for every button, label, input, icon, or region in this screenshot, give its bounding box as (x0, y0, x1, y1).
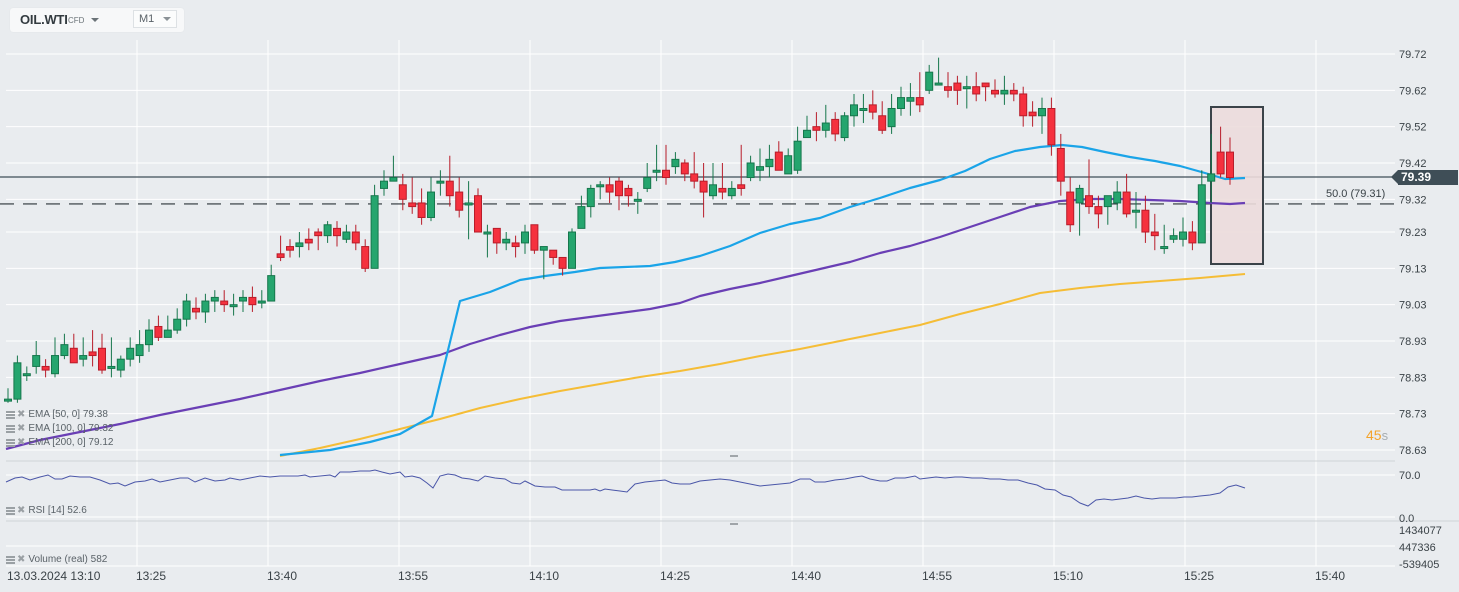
legend-ema200: ✖ EMA [200, 0] 79.12 (6, 437, 113, 448)
legend-volume-label: Volume (real) 582 (28, 554, 108, 566)
time-tick: 13:25 (136, 569, 166, 583)
rsi-line (5, 469, 1246, 507)
time-tick: 14:40 (791, 569, 821, 583)
symbol-selector[interactable]: OIL.WTI CFD M1 (10, 8, 184, 32)
time-tick: 13:40 (267, 569, 297, 583)
time-tick: 15:25 (1184, 569, 1214, 583)
time-tick: 13:55 (398, 569, 428, 583)
price-tick: 78.73 (1399, 409, 1427, 421)
highlight-box (1210, 106, 1264, 265)
timeframe-value: M1 (139, 13, 155, 25)
legend-volume: ✖ Volume (real) 582 (6, 554, 107, 565)
time-tick: 13.03.2024 13:10 (7, 569, 101, 583)
settings-icon[interactable] (6, 555, 16, 564)
remove-icon[interactable]: ✖ (17, 409, 26, 420)
legend-ema100: ✖ EMA [100, 0] 79.32 (6, 423, 113, 434)
timeframe-select[interactable]: M1 (133, 10, 177, 28)
volume-tick: 447336 (1399, 542, 1436, 554)
countdown-value: 45 (1366, 427, 1382, 443)
remove-icon[interactable]: ✖ (17, 505, 26, 516)
time-tick: 14:25 (660, 569, 690, 583)
remove-icon[interactable]: ✖ (17, 437, 26, 448)
time-tick: 14:10 (529, 569, 559, 583)
settings-icon[interactable] (6, 410, 16, 419)
remove-icon[interactable]: ✖ (17, 554, 26, 565)
remove-icon[interactable]: ✖ (17, 423, 26, 434)
time-tick: 14:55 (922, 569, 952, 583)
volume-tick: 1434077 (1399, 525, 1442, 537)
legend-rsi-label: RSI [14] 52.6 (28, 505, 87, 517)
symbol-name[interactable]: OIL.WTI (20, 12, 68, 27)
settings-icon[interactable] (6, 438, 16, 447)
price-tick: 79.72 (1399, 49, 1427, 61)
volume-tick: -539405 (1399, 559, 1439, 571)
current-price-tag: 79.39 (1391, 170, 1458, 185)
rsi-tick: 0.0 (1399, 513, 1414, 525)
chevron-down-icon (163, 17, 171, 21)
price-tick: 79.13 (1399, 263, 1427, 275)
legend-ema200-label: EMA [200, 0] 79.12 (28, 437, 114, 449)
settings-icon[interactable] (6, 424, 16, 433)
legend-rsi: ✖ RSI [14] 52.6 (6, 505, 87, 516)
chevron-down-icon[interactable] (91, 18, 99, 22)
fib-level-label: 50.0 (79.31) (1326, 188, 1386, 200)
candle-countdown: 45s (1366, 427, 1388, 443)
ema-lines (5, 143, 1246, 457)
price-tick: 78.63 (1399, 445, 1427, 457)
price-tick: 79.23 (1399, 227, 1427, 239)
price-tick: 79.52 (1399, 122, 1427, 134)
grid-lines (6, 40, 1459, 567)
time-tick: 15:40 (1315, 569, 1345, 583)
price-tick: 78.93 (1399, 336, 1427, 348)
candlestick-series (4, 57, 1234, 403)
price-tick: 78.83 (1399, 372, 1427, 384)
price-tick: 79.32 (1399, 194, 1427, 206)
settings-icon[interactable] (6, 506, 16, 515)
legend-ema50-label: EMA [50, 0] 79.38 (28, 409, 108, 421)
time-axis[interactable]: 13.03.2024 13:10 13:25 13:40 13:55 14:10 14:2… (7, 569, 1345, 583)
price-tick: 79.42 (1399, 158, 1427, 170)
countdown-unit: s (1381, 428, 1389, 443)
price-tick: 79.03 (1399, 300, 1427, 312)
price-tick: 79.62 (1399, 85, 1427, 97)
legend-ema50: ✖ EMA [50, 0] 79.38 (6, 409, 108, 420)
time-tick: 15:10 (1053, 569, 1083, 583)
legend-ema100-label: EMA [100, 0] 79.32 (28, 423, 114, 435)
price-axis[interactable]: 79.72 79.62 79.52 79.42 79.32 79.23 79.13 79.03… (1399, 49, 1442, 571)
symbol-type: CFD (68, 16, 85, 25)
rsi-tick: 70.0 (1399, 470, 1420, 482)
